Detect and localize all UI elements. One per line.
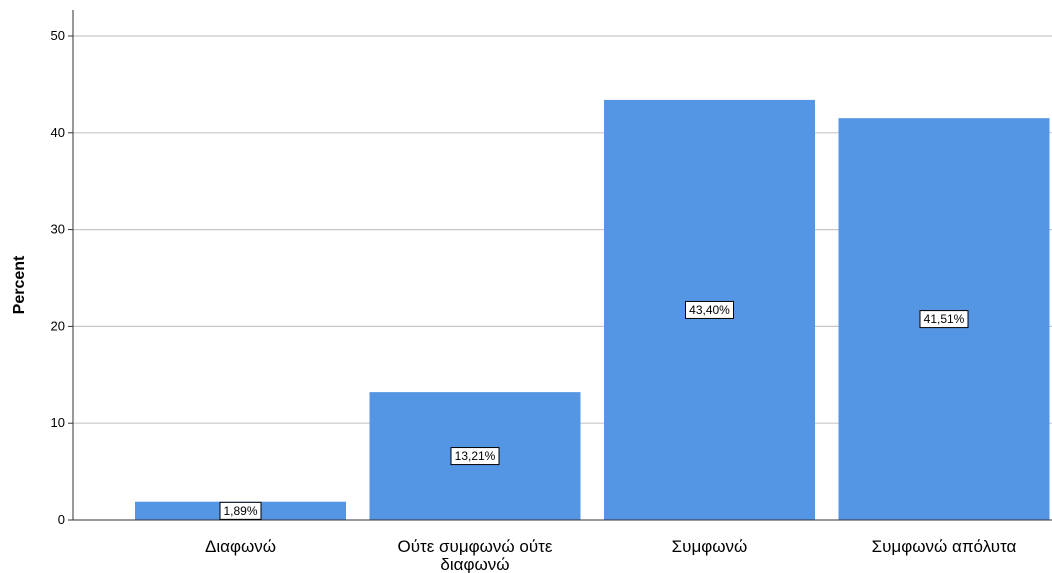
y-tick-label: 30 [51, 222, 65, 237]
data-label-box [450, 447, 500, 466]
data-label-box [219, 501, 262, 520]
x-tick-label: Συμφωνώ απόλυτα [872, 537, 1017, 556]
data-label-box [919, 310, 969, 329]
axes: 0 10 20 30 40 50 Διαφωνώ Ούτε συμφωνώ ούτεδιαφω… [51, 10, 1052, 573]
y-tick-label: 40 [51, 125, 65, 140]
y-tick-label: 20 [51, 318, 65, 333]
bars [135, 99, 1050, 520]
x-tick-label: Διαφωνώ [205, 537, 276, 556]
data-labels: 1,89% 13,21% 43,40% 41,51% [219, 300, 969, 520]
data-label: 43,40% [689, 303, 730, 317]
x-tick-label: Συμφωνώ [672, 537, 748, 556]
y-axis-title: Percent [11, 255, 28, 314]
y-tick-label: 0 [58, 512, 65, 527]
x-tick-label: διαφωνώ [440, 555, 509, 573]
y-tick-label: 10 [51, 415, 65, 430]
data-label: 41,51% [924, 312, 965, 326]
data-label: 13,21% [455, 449, 496, 463]
y-tick-label: 50 [51, 28, 65, 43]
data-label-box [685, 300, 734, 319]
data-label: 1,89% [223, 504, 257, 518]
x-tick-label: Ούτε συμφωνώ ούτε [398, 537, 553, 556]
